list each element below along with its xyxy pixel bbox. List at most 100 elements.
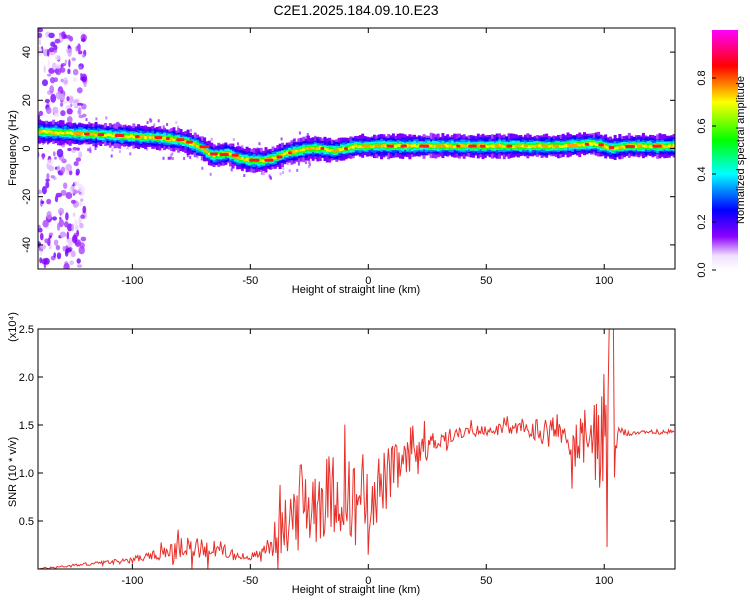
spectrogram-cell — [502, 145, 506, 148]
spectrogram-peak — [84, 132, 90, 136]
spectrogram-noise-cell — [75, 172, 79, 176]
spectrogram-noise-cell — [44, 98, 51, 104]
spectrogram-cell — [613, 147, 617, 150]
spectrogram-cell — [314, 147, 317, 151]
spectrogram-noise-cell — [166, 123, 169, 126]
spectrogram-noise-cell — [65, 192, 73, 199]
spectrogram-cell — [672, 143, 675, 148]
colorbar-label: Normalized spectral amplitude — [735, 76, 747, 224]
spectrogram-peak — [506, 144, 513, 148]
spectrogram-noise-cell — [72, 189, 77, 195]
spectrogram-noise-cell — [46, 159, 54, 166]
spectrogram-heatmap — [38, 28, 675, 269]
spectrogram-cell — [328, 149, 332, 153]
spectrogram-noise-cell — [58, 207, 65, 215]
spectrogram-cell — [347, 147, 351, 150]
spectrogram-cell — [641, 144, 645, 148]
spectrogram-cell — [316, 147, 320, 150]
x-tick-label: -50 — [242, 275, 258, 287]
spectrogram-noise-cell — [45, 181, 50, 189]
spectrogram-cell — [54, 130, 58, 135]
spectrogram-noise-cell — [169, 156, 172, 160]
spectrogram-noise-cell — [76, 102, 84, 106]
spectrogram-noise-cell — [280, 137, 283, 141]
spectrogram-noise-cell — [47, 59, 51, 69]
spectrogram-cell — [203, 148, 207, 152]
spectrogram-cell — [141, 134, 145, 138]
spectrogram-noise-cell — [70, 199, 76, 204]
spectrogram-cell — [623, 145, 627, 149]
spectrogram-noise-cell — [60, 166, 66, 173]
spectrogram-noise-cell — [73, 161, 79, 167]
spectrogram-cell — [616, 146, 619, 150]
spectrogram-cell — [200, 147, 204, 150]
spectrogram-noise-cell — [64, 221, 69, 228]
spectrogram-noise-cell — [38, 114, 41, 120]
y-tick-label: -20 — [21, 189, 33, 205]
spectrogram-noise-cell — [41, 153, 45, 160]
spectrogram-noise-cell — [55, 66, 62, 76]
spectrogram-noise-cell — [46, 106, 52, 115]
spectrogram-peak — [219, 153, 229, 157]
spectrogram-noise-cell — [171, 152, 174, 156]
spectrogram-noise-cell — [83, 83, 87, 87]
spectrogram-cell — [184, 140, 188, 144]
spectrogram-noise-cell — [154, 145, 156, 149]
spectrogram-noise-cell — [288, 169, 291, 173]
spectrogram-noise-cell — [282, 171, 285, 174]
colorbar: 0.0 0.2 0.4 0.6 0.8 Normalized spectral ampl… — [696, 30, 747, 278]
spectrogram-noise-cell — [60, 110, 66, 117]
spectrogram-noise-cell — [40, 244, 47, 250]
colorbar-ticks: 0.0 0.2 0.4 0.6 0.8 — [696, 70, 716, 278]
y-tick-label: 1.0 — [19, 468, 34, 480]
spectrogram-noise-cell — [87, 148, 90, 152]
spectrogram-noise-cell — [59, 231, 67, 238]
spectrogram-cell — [580, 143, 584, 147]
spectrogram-noise-cell — [40, 200, 45, 204]
spectrogram-cell — [559, 145, 563, 148]
spectrogram-peak — [386, 144, 394, 148]
x-tick-label: 0 — [365, 575, 371, 587]
spectrogram-noise-cell — [42, 219, 49, 228]
spectrogram-cell — [486, 145, 490, 148]
spectrogram-cell — [122, 134, 126, 139]
spectrogram-cell — [61, 132, 65, 135]
spectrogram-cell — [665, 145, 669, 149]
spectrogram-noise-cell — [297, 162, 300, 166]
spectrogram-noise-cell — [120, 124, 123, 128]
spectrogram-noise-cell — [73, 235, 76, 242]
spectrogram-noise-cell — [78, 66, 82, 70]
spectrogram-cell — [488, 144, 492, 148]
spectrogram-cell — [450, 145, 454, 149]
spectrogram-noise-cell — [51, 62, 57, 70]
spectrogram-cell — [283, 152, 287, 156]
spectrogram-noise-cell — [89, 146, 92, 150]
spectrogram-noise-cell — [68, 170, 73, 176]
spectrogram-cell — [45, 130, 49, 134]
spectrogram-x-ticks: -100 -50 0 50 100 — [121, 28, 613, 287]
spectrogram-noise-cell — [41, 258, 48, 265]
spectrogram-peak — [276, 155, 283, 159]
spectrogram-noise-cell — [95, 117, 98, 121]
spectrogram-peak — [652, 144, 662, 148]
x-tick-label: 0 — [365, 275, 371, 287]
spectrogram-noise-cell — [201, 166, 204, 170]
spectrogram-noise-cell — [256, 147, 259, 151]
spectrogram-noise-cell — [89, 148, 92, 152]
spectrogram-noise-cell — [38, 224, 41, 229]
snr-x-ticks: -100 -50 0 50 100 — [121, 329, 613, 587]
spectrogram-cell — [618, 146, 622, 149]
colorbar-gradient — [712, 30, 738, 270]
spectrogram-noise-cell — [162, 125, 165, 129]
spectrogram-peak — [374, 144, 382, 148]
spectrogram-noise-cell — [66, 264, 70, 269]
spectrogram-noise-cell — [175, 120, 178, 124]
spectrogram-noise-cell — [80, 214, 85, 219]
spectrogram-noise-cell — [80, 198, 84, 202]
spectrogram-cell — [323, 147, 327, 151]
spectrogram-noise-cell — [57, 222, 61, 231]
spectrogram-peak — [288, 151, 292, 155]
spectrogram-peak — [584, 142, 590, 146]
spectrogram-noise-cell — [47, 73, 52, 77]
spectrogram-cell — [259, 158, 263, 163]
